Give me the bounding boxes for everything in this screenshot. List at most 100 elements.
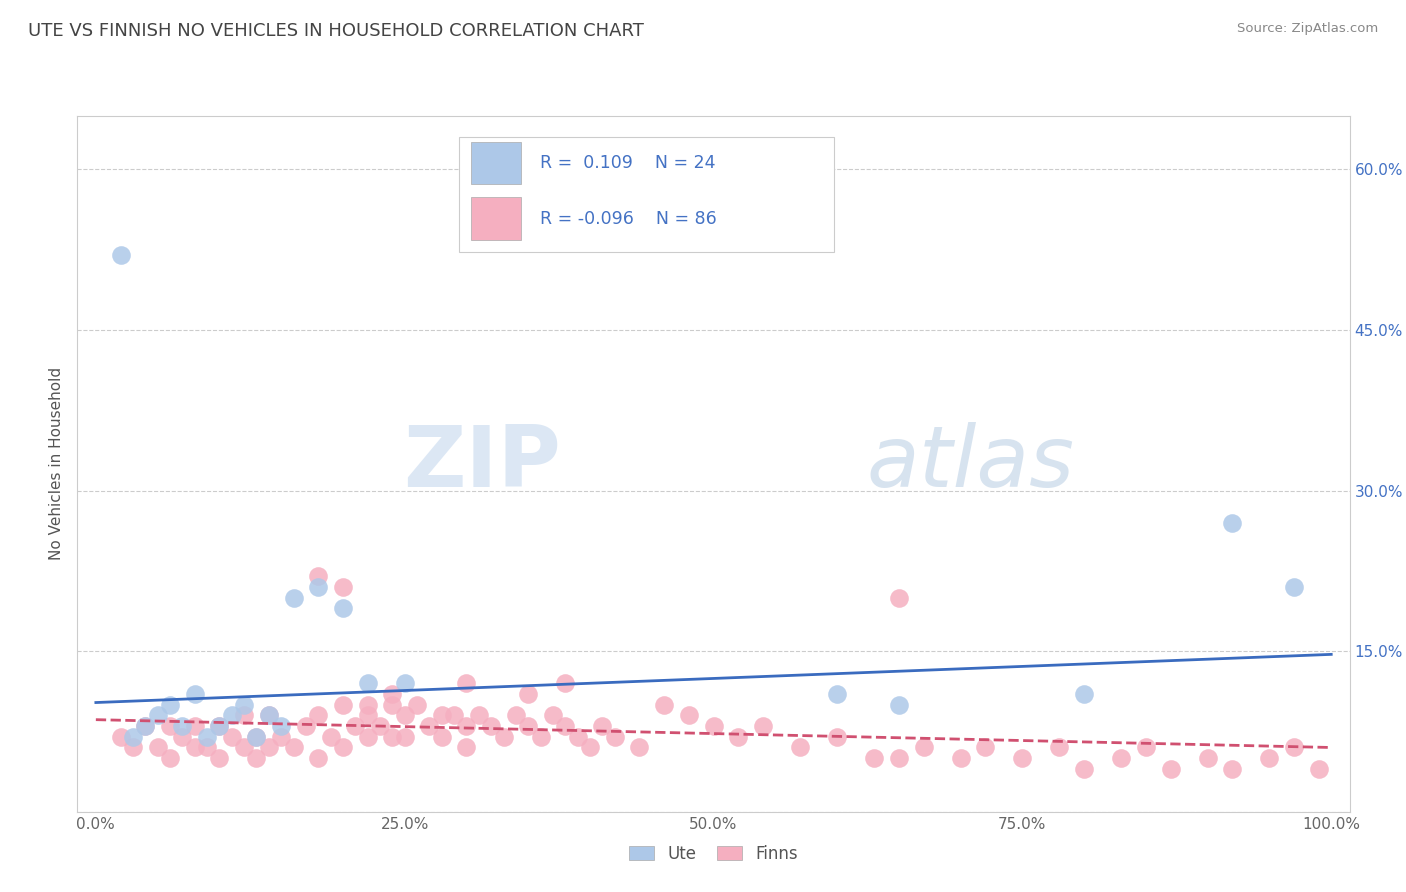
Point bbox=[356, 698, 378, 712]
Point bbox=[134, 719, 156, 733]
Point bbox=[332, 580, 354, 594]
Point bbox=[368, 719, 391, 733]
Point bbox=[703, 719, 725, 733]
Point bbox=[1308, 762, 1330, 776]
Point bbox=[887, 591, 910, 605]
Point bbox=[863, 751, 886, 765]
Point bbox=[591, 719, 613, 733]
Point bbox=[1011, 751, 1033, 765]
Point bbox=[295, 719, 318, 733]
Point bbox=[652, 698, 675, 712]
Point bbox=[270, 730, 292, 744]
Point bbox=[344, 719, 367, 733]
Point bbox=[468, 708, 491, 723]
Text: ZIP: ZIP bbox=[404, 422, 561, 506]
Point bbox=[183, 740, 205, 755]
Point bbox=[394, 676, 416, 690]
Point bbox=[233, 708, 256, 723]
Point bbox=[146, 708, 169, 723]
Point bbox=[233, 740, 256, 755]
Point bbox=[1222, 762, 1244, 776]
Point bbox=[270, 719, 292, 733]
Point bbox=[283, 740, 305, 755]
Point bbox=[1282, 740, 1305, 755]
Point bbox=[887, 698, 910, 712]
Text: R =  0.109    N = 24: R = 0.109 N = 24 bbox=[540, 154, 716, 172]
Point bbox=[394, 730, 416, 744]
Point bbox=[381, 698, 404, 712]
Point bbox=[122, 730, 145, 744]
Point bbox=[172, 719, 194, 733]
Point bbox=[332, 740, 354, 755]
Point bbox=[208, 719, 231, 733]
Point bbox=[172, 730, 194, 744]
Point bbox=[456, 719, 478, 733]
Point bbox=[456, 676, 478, 690]
Point bbox=[529, 730, 551, 744]
Point bbox=[974, 740, 997, 755]
Point bbox=[381, 687, 404, 701]
Point bbox=[1073, 762, 1095, 776]
Point bbox=[949, 751, 972, 765]
Point bbox=[1073, 687, 1095, 701]
Point bbox=[603, 730, 626, 744]
Point bbox=[443, 708, 465, 723]
Point bbox=[430, 730, 453, 744]
Point bbox=[912, 740, 935, 755]
Point bbox=[221, 730, 243, 744]
Point bbox=[430, 708, 453, 723]
Point bbox=[541, 708, 564, 723]
Point bbox=[356, 676, 378, 690]
Point bbox=[678, 708, 700, 723]
Point bbox=[307, 708, 329, 723]
Point bbox=[257, 708, 280, 723]
Point bbox=[332, 601, 354, 615]
Point bbox=[122, 740, 145, 755]
Point bbox=[1258, 751, 1281, 765]
Legend: Ute, Finns: Ute, Finns bbox=[623, 838, 804, 870]
Point bbox=[332, 698, 354, 712]
Point bbox=[233, 698, 256, 712]
Point bbox=[356, 708, 378, 723]
FancyBboxPatch shape bbox=[460, 136, 834, 252]
Point bbox=[554, 676, 576, 690]
Point bbox=[110, 248, 132, 262]
Point bbox=[146, 740, 169, 755]
Point bbox=[307, 580, 329, 594]
Point bbox=[221, 708, 243, 723]
Point bbox=[307, 751, 329, 765]
Point bbox=[1049, 740, 1071, 755]
Point bbox=[1135, 740, 1157, 755]
Point bbox=[319, 730, 342, 744]
Point bbox=[283, 591, 305, 605]
Point bbox=[195, 740, 218, 755]
Point bbox=[479, 719, 502, 733]
Point bbox=[1222, 516, 1244, 530]
Point bbox=[1109, 751, 1132, 765]
Point bbox=[825, 730, 848, 744]
FancyBboxPatch shape bbox=[471, 142, 522, 184]
Point bbox=[245, 730, 267, 744]
Point bbox=[208, 719, 231, 733]
Point bbox=[567, 730, 589, 744]
Point bbox=[394, 708, 416, 723]
Point bbox=[406, 698, 429, 712]
Point bbox=[579, 740, 602, 755]
FancyBboxPatch shape bbox=[471, 197, 522, 240]
Point bbox=[134, 719, 156, 733]
Point bbox=[628, 740, 651, 755]
Point bbox=[418, 719, 440, 733]
Point bbox=[505, 708, 527, 723]
Point bbox=[195, 730, 218, 744]
Point bbox=[492, 730, 515, 744]
Point bbox=[789, 740, 811, 755]
Point bbox=[887, 751, 910, 765]
Point bbox=[356, 730, 378, 744]
Point bbox=[1160, 762, 1182, 776]
Point bbox=[245, 751, 267, 765]
Point bbox=[825, 687, 848, 701]
Point bbox=[517, 719, 540, 733]
Point bbox=[208, 751, 231, 765]
Point bbox=[183, 719, 205, 733]
Point bbox=[307, 569, 329, 583]
